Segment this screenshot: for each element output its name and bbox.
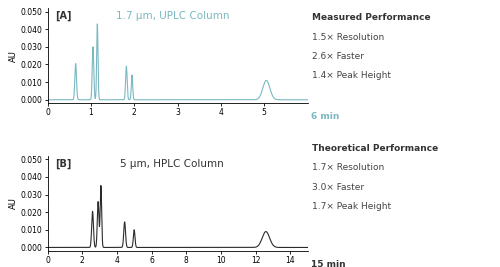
Text: 1.7× Resolution: 1.7× Resolution xyxy=(312,163,385,172)
Text: 1.7× Peak Height: 1.7× Peak Height xyxy=(312,202,392,211)
Text: 1.7 μm, UPLC Column: 1.7 μm, UPLC Column xyxy=(116,11,229,21)
Text: 3.0× Faster: 3.0× Faster xyxy=(312,183,364,192)
Y-axis label: AU: AU xyxy=(9,197,18,209)
Text: 5 μm, HPLC Column: 5 μm, HPLC Column xyxy=(120,159,224,168)
Y-axis label: AU: AU xyxy=(9,50,18,62)
Text: [A]: [A] xyxy=(56,11,72,21)
Text: 1.4× Peak Height: 1.4× Peak Height xyxy=(312,71,392,80)
Text: 1.5× Resolution: 1.5× Resolution xyxy=(312,33,385,42)
Text: Theoretical Performance: Theoretical Performance xyxy=(312,144,439,153)
Text: 6 min: 6 min xyxy=(312,112,340,121)
Text: 2.6× Faster: 2.6× Faster xyxy=(312,52,364,61)
Text: Measured Performance: Measured Performance xyxy=(312,13,431,22)
Text: [B]: [B] xyxy=(56,159,72,169)
Text: 15 min: 15 min xyxy=(312,260,346,267)
